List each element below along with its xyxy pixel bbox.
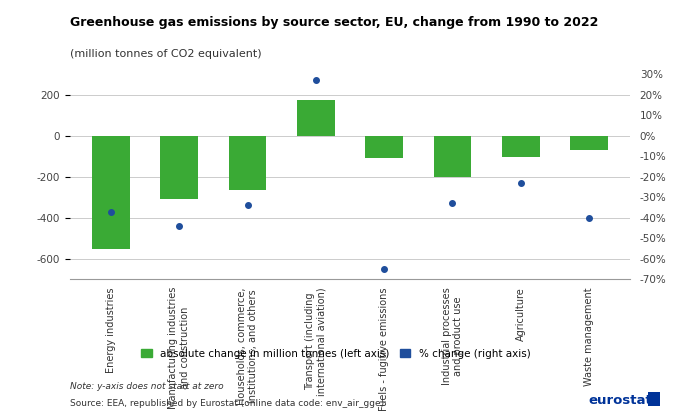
Point bbox=[515, 180, 526, 186]
Legend: absolute change in million tonnes (left axis), % change (right axis): absolute change in million tonnes (left … bbox=[141, 349, 531, 358]
Bar bbox=[160, 136, 198, 199]
Point bbox=[242, 202, 253, 209]
Bar bbox=[502, 136, 540, 157]
Bar bbox=[365, 136, 403, 158]
Bar bbox=[229, 136, 266, 190]
Text: Greenhouse gas emissions by source sector, EU, change from 1990 to 2022: Greenhouse gas emissions by source secto… bbox=[70, 16, 598, 30]
Bar bbox=[92, 136, 130, 249]
Point bbox=[583, 215, 594, 221]
Text: (million tonnes of CO2 equivalent): (million tonnes of CO2 equivalent) bbox=[70, 49, 262, 59]
Bar bbox=[434, 136, 471, 177]
Text: Note: y-axis does not start at zero: Note: y-axis does not start at zero bbox=[70, 382, 223, 391]
Text: eurostat: eurostat bbox=[588, 394, 652, 407]
Point bbox=[174, 223, 185, 229]
Point bbox=[106, 208, 117, 215]
Point bbox=[379, 266, 390, 272]
Bar bbox=[570, 136, 608, 150]
Text: Source: EEA, republished by Eurostat (online data code: env_air_gge): Source: EEA, republished by Eurostat (on… bbox=[70, 399, 384, 408]
Point bbox=[310, 77, 321, 83]
Point bbox=[447, 200, 458, 207]
Bar bbox=[297, 99, 335, 136]
